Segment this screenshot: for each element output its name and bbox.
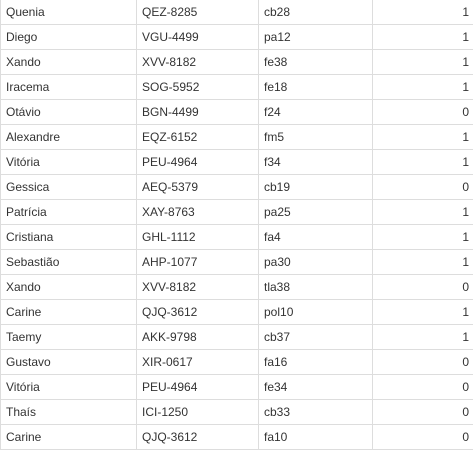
- cell-plate: AEQ-5379: [136, 174, 259, 200]
- cell-plate: QEZ-8285: [136, 0, 259, 25]
- cell-name: Carine: [0, 424, 137, 450]
- cell-code: fa4: [258, 224, 373, 250]
- cell-plate: XVV-8182: [136, 49, 259, 75]
- table-row[interactable]: Taemy AKK-9798 cb37 1: [0, 324, 473, 350]
- cell-code: fe34: [258, 374, 373, 400]
- cell-plate: XAY-8763: [136, 199, 259, 225]
- cell-plate: BGN-4499: [136, 99, 259, 125]
- cell-name: Vitória: [0, 149, 137, 175]
- cell-name: Iracema: [0, 74, 137, 100]
- cell-plate: AHP-1077: [136, 249, 259, 275]
- cell-flag: 1: [372, 324, 473, 350]
- cell-code: fm5: [258, 124, 373, 150]
- cell-flag: 1: [372, 299, 473, 325]
- table-row[interactable]: Patrícia XAY-8763 pa25 1: [0, 199, 473, 225]
- table-row[interactable]: Carine QJQ-3612 fa10 0: [0, 424, 473, 450]
- cell-code: cb33: [258, 399, 373, 425]
- cell-name: Gessica: [0, 174, 137, 200]
- table-row[interactable]: Cristiana GHL-1112 fa4 1: [0, 224, 473, 250]
- cell-name: Sebastião: [0, 249, 137, 275]
- cell-code: pa12: [258, 24, 373, 50]
- cell-plate: GHL-1112: [136, 224, 259, 250]
- cell-name: Quenia: [0, 0, 137, 25]
- table-row[interactable]: Vitória PEU-4964 fe34 0: [0, 374, 473, 400]
- table-row[interactable]: Quenia QEZ-8285 cb28 1: [0, 0, 473, 25]
- cell-plate: ICI-1250: [136, 399, 259, 425]
- table-row[interactable]: Iracema SOG-5952 fe18 1: [0, 74, 473, 100]
- cell-name: Patrícia: [0, 199, 137, 225]
- cell-code: fe38: [258, 49, 373, 75]
- cell-name: Xando: [0, 274, 137, 300]
- cell-plate: PEU-4964: [136, 374, 259, 400]
- cell-name: Thaís: [0, 399, 137, 425]
- cell-code: pa30: [258, 249, 373, 275]
- cell-plate: QJQ-3612: [136, 424, 259, 450]
- cell-plate: QJQ-3612: [136, 299, 259, 325]
- cell-flag: 1: [372, 0, 473, 25]
- cell-name: Carine: [0, 299, 137, 325]
- cell-flag: 1: [372, 124, 473, 150]
- cell-plate: XIR-0617: [136, 349, 259, 375]
- cell-flag: 1: [372, 49, 473, 75]
- table-row[interactable]: Xando XVV-8182 fe38 1: [0, 49, 473, 75]
- cell-name: Vitória: [0, 374, 137, 400]
- cell-plate: PEU-4964: [136, 149, 259, 175]
- cell-name: Taemy: [0, 324, 137, 350]
- table-row[interactable]: Xando XVV-8182 tla38 0: [0, 274, 473, 300]
- cell-plate: AKK-9798: [136, 324, 259, 350]
- cell-code: pa25: [258, 199, 373, 225]
- cell-name: Otávio: [0, 99, 137, 125]
- table-row[interactable]: Otávio BGN-4499 f24 0: [0, 99, 473, 125]
- cell-flag: 0: [372, 174, 473, 200]
- table-row[interactable]: Gustavo XIR-0617 fa16 0: [0, 349, 473, 375]
- cell-name: Gustavo: [0, 349, 137, 375]
- table-row[interactable]: Carine QJQ-3612 pol10 1: [0, 299, 473, 325]
- cell-name: Alexandre: [0, 124, 137, 150]
- cell-code: fa16: [258, 349, 373, 375]
- table-row[interactable]: Gessica AEQ-5379 cb19 0: [0, 174, 473, 200]
- table-row[interactable]: Diego VGU-4499 pa12 1: [0, 24, 473, 50]
- cell-flag: 1: [372, 74, 473, 100]
- table-row[interactable]: Thaís ICI-1250 cb33 0: [0, 399, 473, 425]
- cell-flag: 0: [372, 424, 473, 450]
- cell-name: Diego: [0, 24, 137, 50]
- cell-code: f34: [258, 149, 373, 175]
- cell-code: fe18: [258, 74, 373, 100]
- cell-code: pol10: [258, 299, 373, 325]
- cell-plate: XVV-8182: [136, 274, 259, 300]
- cell-plate: SOG-5952: [136, 74, 259, 100]
- cell-code: cb19: [258, 174, 373, 200]
- cell-code: fa10: [258, 424, 373, 450]
- table-row[interactable]: Sebastião AHP-1077 pa30 1: [0, 249, 473, 275]
- cell-plate: EQZ-6152: [136, 124, 259, 150]
- table-row[interactable]: Vitória PEU-4964 f34 1: [0, 149, 473, 175]
- cell-flag: 0: [372, 374, 473, 400]
- cell-flag: 0: [372, 349, 473, 375]
- cell-code: tla38: [258, 274, 373, 300]
- cell-flag: 0: [372, 99, 473, 125]
- cell-flag: 1: [372, 224, 473, 250]
- cell-name: Xando: [0, 49, 137, 75]
- cell-flag: 1: [372, 249, 473, 275]
- table-row[interactable]: Alexandre EQZ-6152 fm5 1: [0, 124, 473, 150]
- cell-flag: 0: [372, 399, 473, 425]
- cell-code: f24: [258, 99, 373, 125]
- cell-code: cb28: [258, 0, 373, 25]
- cell-flag: 1: [372, 149, 473, 175]
- cell-plate: VGU-4499: [136, 24, 259, 50]
- cell-flag: 1: [372, 199, 473, 225]
- cell-name: Cristiana: [0, 224, 137, 250]
- cell-flag: 1: [372, 24, 473, 50]
- cell-code: cb37: [258, 324, 373, 350]
- cell-flag: 0: [372, 274, 473, 300]
